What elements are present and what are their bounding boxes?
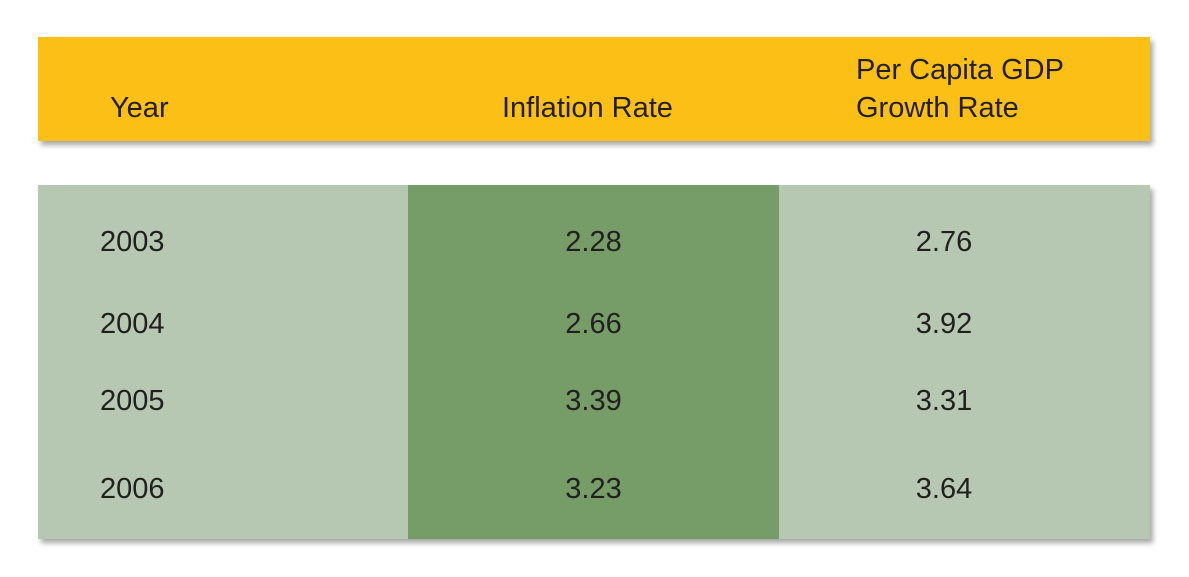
- inflation-column-highlight: [408, 185, 779, 539]
- cell-year: 2006: [100, 473, 165, 505]
- header-gdp-growth-rate: Per Capita GDP Growth Rate: [856, 51, 1064, 127]
- header-inflation-rate: Inflation Rate: [502, 92, 673, 124]
- table-row: 2003 2.28 2.76: [38, 222, 1150, 262]
- cell-gdp-growth: 3.64: [915, 473, 973, 505]
- header-year: Year: [110, 92, 169, 124]
- table-body: 2003 2.28 2.76 2004 2.66 3.92 2005 3.39 …: [38, 185, 1150, 539]
- header-gdp-line-1: Per Capita GDP: [856, 54, 1064, 86]
- cell-inflation: 2.28: [565, 226, 622, 258]
- table-row: 2004 2.66 3.92: [38, 304, 1150, 344]
- table-header: Year Inflation Rate Per Capita GDP Growt…: [38, 37, 1150, 141]
- cell-year: 2004: [100, 308, 165, 340]
- table-row: 2005 3.39 3.31: [38, 381, 1150, 421]
- cell-inflation: 2.66: [565, 308, 622, 340]
- cell-year: 2003: [100, 226, 165, 258]
- cell-gdp-growth: 3.92: [915, 308, 973, 340]
- table-row: 2006 3.23 3.64: [38, 469, 1150, 509]
- cell-year: 2005: [100, 385, 165, 417]
- header-gdp-line-2: Growth Rate: [856, 92, 1019, 124]
- cell-inflation: 3.23: [565, 473, 622, 505]
- cell-inflation: 3.39: [565, 385, 622, 417]
- cell-gdp-growth: 2.76: [915, 226, 973, 258]
- cell-gdp-growth: 3.31: [915, 385, 973, 417]
